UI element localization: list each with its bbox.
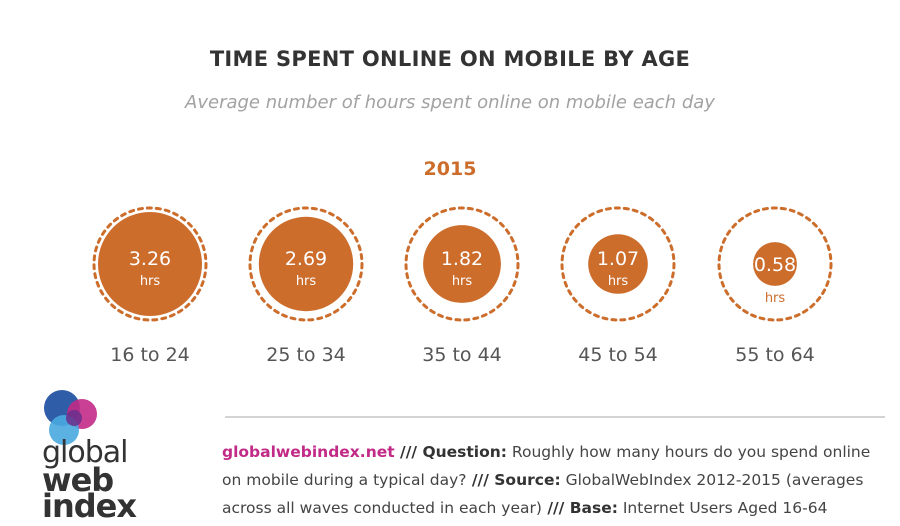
year-label: 2015 [423, 158, 477, 180]
bubble-ring [404, 206, 520, 322]
bubble-45-to-54 [588, 234, 648, 294]
unit-label: hrs [452, 274, 473, 289]
bubble-ring [560, 206, 676, 322]
footer-base-label: Base: [569, 499, 618, 517]
logo-text-index: index [42, 487, 137, 525]
footer-site-link[interactable]: globalwebindex.net [222, 443, 395, 461]
footer-base-text: Internet Users Aged 16-64 [617, 499, 828, 517]
footer-source-label: Source: [494, 471, 561, 489]
bubble-55-to-64 [753, 242, 797, 286]
category-label: 45 to 54 [578, 344, 658, 366]
bubble-16-to-24 [98, 212, 202, 316]
footer-separator: /// [394, 443, 423, 461]
data-label: 3.26 [129, 248, 171, 270]
category-label: 35 to 44 [422, 344, 502, 366]
chart-subtitle: Average number of hours spent online on … [185, 92, 715, 113]
globalwebindex-logo [44, 390, 97, 445]
logo-text-global: global [42, 435, 128, 470]
bubble-25-to-34 [258, 216, 354, 312]
data-label: 2.69 [285, 248, 327, 270]
data-label: 1.07 [597, 248, 639, 270]
category-label: 25 to 34 [266, 344, 346, 366]
data-label: 1.82 [441, 248, 483, 270]
bubble-ring [248, 206, 364, 322]
bubble-35-to-44 [423, 225, 501, 303]
unit-label: hrs [296, 274, 317, 289]
unit-label: hrs [765, 291, 786, 306]
logo-text-web: web [42, 461, 114, 499]
bubble-chart: 3.26 hrs 16 to 24 2.69 hrs 25 to 34 1.82 hrs 35 … [92, 206, 833, 366]
bubble-ring [717, 206, 833, 322]
data-label: 0.58 [754, 254, 796, 276]
footer-separator: /// [541, 499, 570, 517]
footer-question-text: Roughly how many hours do you spend onli… [222, 443, 871, 489]
footer-question-label: Question: [422, 443, 507, 461]
category-label: 16 to 24 [110, 344, 190, 366]
bubble-ring [92, 206, 208, 322]
footer-separator: /// [466, 471, 495, 489]
footer-note: globalwebindex.net /// Question: Roughly… [222, 438, 890, 522]
unit-label: hrs [140, 274, 161, 289]
unit-label: hrs [608, 274, 629, 289]
category-label: 55 to 64 [735, 344, 815, 366]
chart-title: TIME SPENT ONLINE ON MOBILE BY AGE [209, 47, 691, 71]
footer-source-text: GlobalWebIndex 2012-2015 (averages acros… [222, 471, 864, 517]
footer-divider [225, 416, 885, 418]
